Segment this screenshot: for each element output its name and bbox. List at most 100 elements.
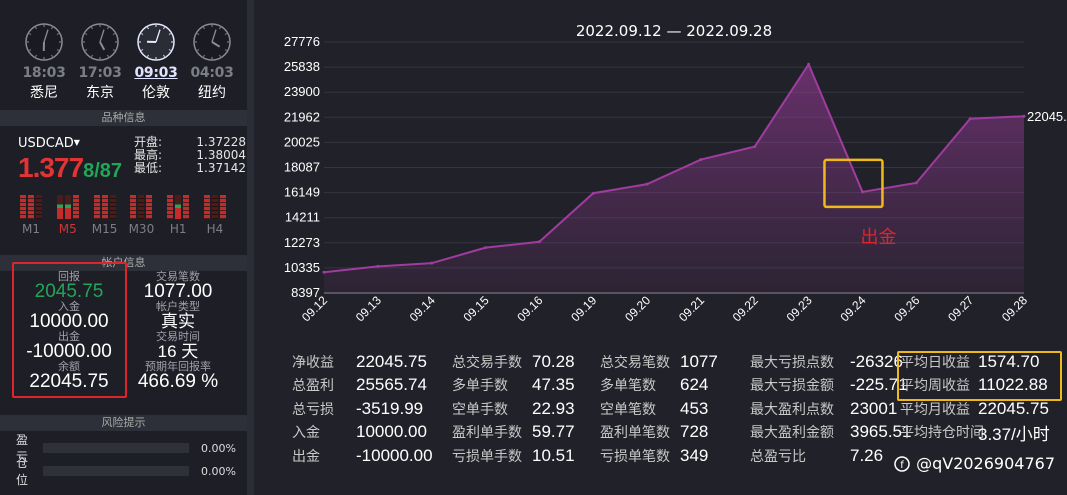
x-tick-label: 09.15 bbox=[461, 293, 492, 324]
stat-key: 平均日收益 bbox=[900, 354, 970, 371]
timeframe-label: M15 bbox=[91, 222, 118, 236]
data-point bbox=[699, 158, 703, 162]
timeframe-m1[interactable]: M1 bbox=[18, 195, 44, 241]
stats-row: 最大盈利点数 23001 bbox=[750, 397, 911, 421]
symbol-select[interactable]: USDCAD▼ bbox=[18, 136, 80, 151]
x-tick-label: 09.26 bbox=[891, 293, 922, 324]
equity-chart: 2022.09.12 — 2022.09.28 2777625838239002… bbox=[284, 22, 1067, 324]
timeframe-label: H4 bbox=[206, 222, 224, 236]
account-panel: 回报 2045.75 入金 10000.00 出金 -10000.00 余额 2… bbox=[18, 270, 228, 400]
x-tick-label: 09.28 bbox=[999, 293, 1030, 324]
stat-key: 空单手数 bbox=[452, 401, 508, 418]
clock-city: 东京 bbox=[86, 85, 114, 101]
high-label: 最高: bbox=[134, 148, 163, 162]
stat-key: 多单手数 bbox=[452, 378, 508, 395]
timeframe-h1[interactable]: H1 bbox=[165, 195, 191, 241]
svg-text:f: f bbox=[900, 460, 904, 471]
clock-newyork[interactable]: 04:03 纽约 bbox=[186, 22, 238, 104]
stat-key: 盈利单笔数 bbox=[600, 425, 670, 442]
y-tick-label: 18087 bbox=[284, 159, 320, 174]
data-point bbox=[645, 182, 649, 186]
signal-bars-icon bbox=[20, 195, 42, 219]
data-point bbox=[860, 190, 864, 194]
y-tick-label: 16149 bbox=[284, 185, 320, 200]
y-tick-label: 14211 bbox=[285, 210, 320, 225]
risk-label: 仓位 bbox=[16, 456, 35, 487]
stat-value: 22.93 bbox=[532, 398, 575, 418]
return-value: 2045.75 bbox=[34, 281, 104, 302]
low-value: 1.37142 bbox=[196, 161, 246, 175]
stat-key: 最大盈利点数 bbox=[750, 401, 834, 418]
stats-row: 亏损单手数 10.51 bbox=[452, 444, 575, 468]
stats-row: 出金 -10000.00 bbox=[292, 444, 433, 468]
signal-bars-icon bbox=[167, 195, 190, 219]
y-tick-label: 12273 bbox=[284, 235, 320, 250]
stat-key: 总亏损 bbox=[292, 401, 334, 418]
stat-key: 最大亏损金额 bbox=[750, 378, 834, 395]
x-tick-label: 09.13 bbox=[353, 293, 384, 324]
open-label: 开盘: bbox=[134, 135, 163, 149]
data-point bbox=[322, 270, 326, 274]
clock-icon bbox=[81, 23, 119, 61]
clock-sydney[interactable]: 18:03 悉尼 bbox=[18, 22, 70, 104]
stats-row: 空单笔数 453 bbox=[600, 397, 718, 421]
stat-key: 总盈利 bbox=[292, 378, 334, 395]
stats-row: 平均周收益 11022.88 bbox=[900, 374, 1050, 398]
clock-city: 纽约 bbox=[198, 85, 226, 101]
ohl-values: 开盘: 1.37228 最高: 1.38004 最低: 1.37142 bbox=[134, 136, 246, 175]
stats-row: 多单手数 47.35 bbox=[452, 374, 575, 398]
stat-value: -10000.00 bbox=[356, 445, 433, 465]
data-point bbox=[430, 261, 434, 265]
stats-row: 总交易手数 70.28 bbox=[452, 350, 575, 374]
section-symbol-info: 品种信息 bbox=[0, 110, 247, 126]
risk-percent: 0.00% bbox=[201, 441, 236, 455]
series-line bbox=[323, 62, 1025, 274]
timeframe-m5[interactable]: M5 bbox=[55, 195, 81, 241]
section-risk: 风险提示 bbox=[0, 415, 247, 431]
low-label: 最低: bbox=[134, 161, 163, 175]
stat-value: 59.77 bbox=[532, 422, 575, 442]
chart-series: 22045.75 bbox=[322, 62, 1067, 293]
data-point bbox=[968, 117, 972, 121]
stat-key: 平均持仓时间 bbox=[900, 425, 984, 442]
clock-city: 伦敦 bbox=[142, 85, 170, 101]
stats-row: 最大亏损金额 -225.71 bbox=[750, 374, 911, 398]
clock-tokyo[interactable]: 17:03 东京 bbox=[74, 22, 126, 104]
withdraw-label: 出金 bbox=[58, 330, 80, 343]
signal-bars-icon bbox=[93, 195, 116, 219]
stat-value: 728 bbox=[680, 422, 709, 442]
stats-row: 盈利单手数 59.77 bbox=[452, 421, 575, 445]
stat-key: 平均月收益 bbox=[900, 401, 970, 418]
timeframe-m30[interactable]: M30 bbox=[128, 195, 154, 241]
stat-value: 7.26 bbox=[850, 445, 884, 465]
price-tail-red: 7 bbox=[68, 152, 85, 183]
return-label: 回报 bbox=[58, 270, 80, 283]
world-clocks: 18:03 悉尼 17:03 东京 09:03 伦敦 04:03 纽约 bbox=[18, 22, 238, 104]
stat-value: 349 bbox=[680, 445, 709, 465]
annual-value: 466.69 % bbox=[137, 371, 219, 392]
risk-row-position: 仓位 0.00% bbox=[16, 456, 236, 487]
symbol-panel: USDCAD▼ 1.3778/87 开盘: 1.37228 最高: 1.38004 … bbox=[18, 136, 246, 186]
timeframe-label: H1 bbox=[169, 222, 187, 236]
open-value: 1.37228 bbox=[196, 135, 246, 149]
stats-row: 多单笔数 624 bbox=[600, 374, 718, 398]
stat-key: 出金 bbox=[292, 448, 320, 465]
symbol-name: USDCAD bbox=[18, 136, 74, 151]
last-value-label: 22045.75 bbox=[1027, 109, 1067, 124]
timeframe-m15[interactable]: M15 bbox=[92, 195, 118, 241]
x-tick-label: 09.20 bbox=[622, 293, 653, 324]
stats-row: 平均持仓时间 3.37/小时 bbox=[900, 421, 1050, 445]
clock-icon bbox=[137, 23, 175, 61]
watermark-text: @qV2026904767 bbox=[916, 454, 1055, 473]
timeframe-h4[interactable]: H4 bbox=[202, 195, 228, 241]
type-value: 真实 bbox=[161, 312, 195, 331]
stats-column: 净收益 22045.75 总盈利 25565.74 总亏损 -3519.99 入金 10000… bbox=[292, 350, 433, 468]
caret-down-icon: ▼ bbox=[73, 138, 80, 147]
highlight-box-yellow bbox=[897, 351, 1062, 401]
stats-row: 总交易笔数 1077 bbox=[600, 350, 718, 374]
timeframe-row: M1 M5 M15 M30 H1 H4 bbox=[18, 195, 228, 241]
x-tick-label: 09.24 bbox=[837, 293, 868, 324]
clock-london[interactable]: 09:03 伦敦 bbox=[130, 22, 182, 104]
stat-key: 平均周收益 bbox=[900, 378, 970, 395]
price-main: 1.37 bbox=[18, 152, 69, 183]
